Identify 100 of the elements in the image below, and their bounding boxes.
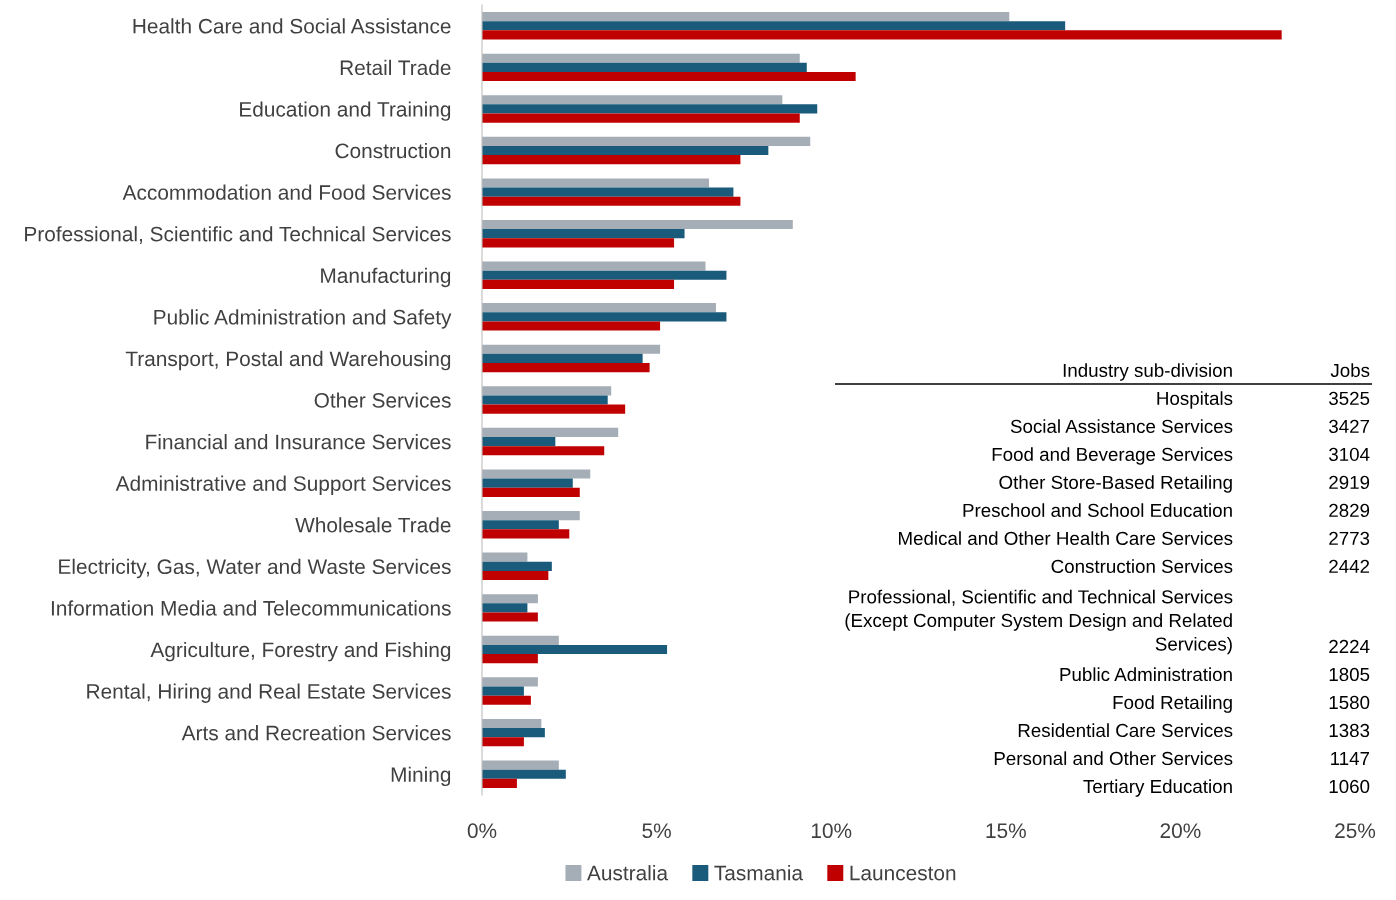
bar <box>482 437 556 447</box>
bar <box>482 270 727 280</box>
x-tick-label: 20% <box>1160 823 1201 839</box>
x-tick-label: 25% <box>1335 823 1376 839</box>
y-tick-label: Mining <box>391 766 451 787</box>
bar <box>482 386 612 396</box>
x-tick-label: 15% <box>986 823 1026 839</box>
category-label: Food and Beverage Services <box>992 447 1233 465</box>
bar <box>482 279 675 289</box>
text: Jobs <box>1330 363 1370 378</box>
bar <box>482 594 538 604</box>
y-tick-label: Arts and Recreation Services <box>181 725 451 741</box>
text: Industry sub-division <box>1063 363 1232 381</box>
data-label: 1060 <box>1329 779 1370 794</box>
category-label: Social Assistance Services <box>1010 419 1233 434</box>
bar <box>482 520 559 530</box>
data-label: 2773 <box>1329 531 1370 546</box>
bar <box>482 529 570 539</box>
legend-label: Tasmania <box>714 865 804 881</box>
bar <box>482 644 668 655</box>
y-tick-label: Construction <box>335 142 451 159</box>
category-label: Residential Care Services <box>1018 723 1233 738</box>
bar <box>482 12 1010 22</box>
bar <box>482 686 524 696</box>
y-tick-label: Professional, Scientific and Technical Services <box>25 226 451 244</box>
bar <box>482 561 552 571</box>
bar <box>482 155 741 165</box>
y-tick-label: Health Care and Social Assistance <box>133 18 451 34</box>
x-tick-label: 0% <box>467 823 497 839</box>
bar <box>482 737 524 747</box>
bar <box>482 469 591 479</box>
bar <box>482 145 769 156</box>
y-tick-label: Agriculture, Forestry and Fishing <box>150 641 451 662</box>
category-label: Professional, Scientific and Technical Services (Except Computer System Design and Related Services) <box>845 589 1233 655</box>
bar <box>482 511 580 521</box>
data-label: 3427 <box>1329 419 1370 434</box>
bar <box>482 312 727 322</box>
bar <box>482 718 542 729</box>
bar <box>482 196 741 206</box>
bar <box>482 427 619 438</box>
bar <box>482 321 661 331</box>
x-tick-label: 5% <box>642 823 671 839</box>
category-label: Medical and Other Health Care Services <box>898 531 1233 546</box>
bar <box>482 53 800 63</box>
data-label: 1580 <box>1329 695 1370 710</box>
bar <box>482 113 800 123</box>
y-tick-label: Financial and Insurance Services <box>146 434 451 450</box>
bar <box>482 552 528 562</box>
category-label: Preschool and School Education <box>963 503 1232 518</box>
y-tick-label: Manufacturing <box>321 267 451 288</box>
data-label: 2919 <box>1329 475 1370 490</box>
bar <box>482 178 709 188</box>
y-tick-label: Education and Training <box>240 101 451 121</box>
bar <box>482 769 566 779</box>
bar <box>482 71 856 82</box>
y-tick-label: Other Services <box>314 392 451 408</box>
bar <box>482 695 531 705</box>
bar <box>482 603 528 613</box>
category-label: Public Administration <box>1060 667 1232 682</box>
bar <box>482 395 608 405</box>
bar <box>482 261 706 271</box>
legend-label: Launceston <box>850 865 956 881</box>
y-tick-label: Wholesale Trade <box>295 517 451 533</box>
y-tick-label: Electricity, Gas, Water and Waste Services <box>59 558 451 579</box>
data-label: 3104 <box>1329 447 1370 462</box>
bar <box>482 478 573 488</box>
bar <box>482 654 538 664</box>
bar <box>482 104 818 114</box>
bar <box>482 229 685 239</box>
bar <box>482 635 559 645</box>
category-label: Other Store-Based Retailing <box>999 475 1232 493</box>
legend-label: Australia <box>587 865 669 881</box>
data-label: 2442 <box>1329 559 1370 573</box>
data-label: 1805 <box>1329 667 1370 682</box>
bar <box>482 728 545 738</box>
bar <box>482 62 807 72</box>
category-label: Construction Services <box>1051 559 1233 574</box>
data-label: 2224 <box>1329 639 1370 653</box>
y-tick-label: Public Administration and Safety <box>154 309 452 329</box>
bar <box>482 21 1066 31</box>
bar <box>482 362 650 373</box>
bar <box>482 778 517 788</box>
data-label: 3525 <box>1329 391 1370 406</box>
bar <box>482 677 538 687</box>
bar <box>482 30 1282 40</box>
bar <box>482 238 675 248</box>
y-tick-label: Information Media and Telecommunications <box>51 600 451 616</box>
data-label: 2829 <box>1329 503 1370 518</box>
category-label: Tertiary Education <box>1083 779 1232 797</box>
bar <box>482 760 559 770</box>
x-tick-label: 10% <box>811 823 852 839</box>
bar <box>482 344 661 354</box>
bar <box>482 404 626 414</box>
category-label: Food Retailing <box>1113 695 1232 713</box>
data-label: 1383 <box>1329 723 1370 738</box>
bar <box>482 353 643 363</box>
bar <box>482 95 783 105</box>
category-label: Personal and Other Services <box>994 751 1233 766</box>
data-label: 1147 <box>1331 752 1370 765</box>
y-tick-label: Rental, Hiring and Real Estate Services <box>87 683 451 703</box>
